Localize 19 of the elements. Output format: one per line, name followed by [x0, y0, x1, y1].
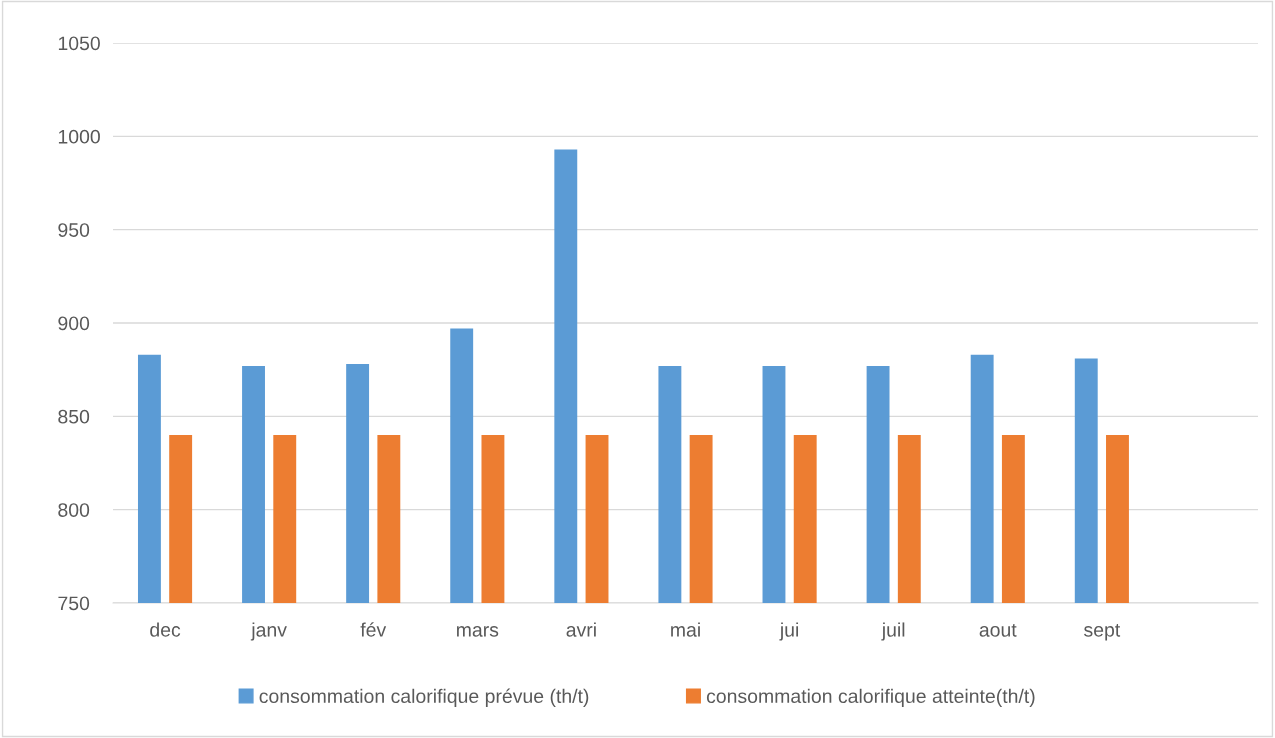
x-tick-label: janv	[250, 622, 287, 641]
y-tick-label: 750	[58, 596, 90, 611]
x-tick-label: aout	[979, 623, 1017, 637]
x-tick-label: jui	[779, 622, 799, 641]
y-tick-label: 1050	[58, 36, 100, 51]
y-tick-label: 950	[58, 223, 90, 237]
x-tick-label: juil	[881, 622, 905, 641]
x-tick-label: dec	[150, 622, 181, 637]
x-tick-label: avri	[566, 622, 596, 637]
legend-label: consommation calorifique atteinte(th/t)	[706, 688, 1035, 707]
y-tick-label: 800	[58, 503, 90, 517]
x-tick-label: mai	[671, 622, 700, 637]
y-tick-label: 850	[58, 409, 90, 424]
legend-label: consommation calorifique prévue (th/t)	[259, 688, 589, 707]
x-tick-label: fév	[360, 622, 387, 637]
x-tick-label: sept	[1084, 623, 1121, 641]
x-tick-label: mars	[457, 626, 499, 637]
y-tick-label: 1000	[58, 129, 100, 144]
y-tick-label: 900	[58, 316, 90, 331]
